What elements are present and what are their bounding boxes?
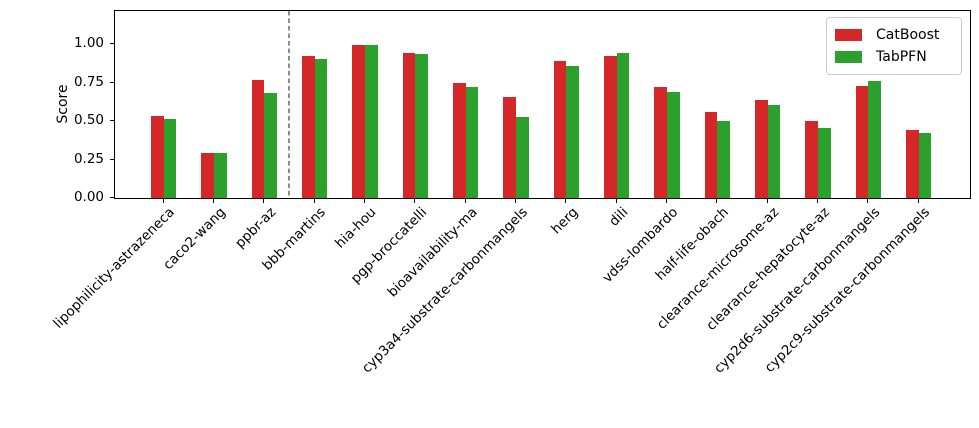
bar-tabpfn-caco2-wang	[213, 153, 227, 198]
tabpfn-swatch	[835, 51, 862, 63]
x-tick-mark	[917, 199, 919, 203]
y-tick-label: 0.00	[73, 189, 104, 205]
bar-tabpfn-ppbr-az	[264, 93, 277, 198]
x-tick-mark	[464, 199, 466, 203]
x-tick-label-bioavailability-ma: bioavailability-ma	[384, 204, 481, 301]
bar-catboost-clearance-microsome-az	[755, 100, 768, 198]
group-separator-line	[288, 11, 291, 198]
bar-catboost-caco2-wang	[201, 153, 214, 198]
bar-catboost-dili	[604, 56, 617, 198]
bar-catboost-bbb-martins	[302, 56, 315, 198]
x-tick-label-dili: dili	[605, 204, 632, 230]
x-tick-mark	[666, 199, 667, 203]
bar-catboost-hia-hou	[352, 45, 365, 198]
x-tick-mark	[363, 199, 365, 203]
x-tick-mark	[263, 199, 265, 203]
y-tick-label: 0.75	[73, 73, 104, 90]
x-tick-mark	[766, 199, 768, 203]
bar-catboost-vdss-lombardo	[654, 87, 667, 198]
bar-catboost-cyp3a4-substrate-carbonmangels	[503, 97, 516, 198]
bar-tabpfn-herg	[566, 66, 579, 198]
x-tick-mark	[313, 199, 315, 203]
bar-catboost-lipophilicity-astrazeneca	[151, 116, 164, 198]
bar-catboost-ppbr-az	[251, 80, 265, 198]
catboost-swatch	[835, 29, 862, 41]
legend-label-tabpfn: TabPFN	[876, 49, 927, 65]
bar-catboost-cyp2c9-substrate-carbonmangels	[906, 130, 919, 198]
y-tick-mark	[110, 81, 114, 83]
bar-tabpfn-clearance-microsome-az	[767, 105, 781, 198]
legend-item-catboost: CatBoost	[835, 24, 953, 46]
y-tick-mark	[110, 120, 114, 122]
bar-tabpfn-cyp2d6-substrate-carbonmangels	[868, 81, 881, 198]
bar-tabpfn-clearance-hepatocyte-az	[818, 128, 831, 198]
bar-tabpfn-bioavailability-ma	[465, 87, 479, 198]
bar-tabpfn-vdss-lombardo	[667, 92, 680, 198]
bar-catboost-bioavailability-ma	[453, 83, 466, 198]
x-tick-label-lipophilicity-astrazeneca: lipophilicity-astrazeneca	[50, 204, 179, 332]
bar-tabpfn-hia-hou	[364, 45, 378, 198]
x-tick-mark	[867, 199, 869, 203]
bar-catboost-pgp-broccatelli	[402, 53, 416, 198]
x-tick-mark	[212, 199, 214, 203]
bar-catboost-half-life-obach	[704, 112, 718, 198]
x-tick-label-herg: herg	[547, 204, 581, 238]
bar-tabpfn-half-life-obach	[717, 121, 730, 198]
bar-catboost-cyp2d6-substrate-carbonmangels	[855, 86, 869, 198]
y-tick-label: 0.25	[73, 150, 104, 167]
y-tick-mark	[110, 197, 114, 198]
x-tick-mark	[162, 199, 164, 203]
y-tick-label: 1.00	[73, 35, 104, 52]
x-tick-mark	[716, 199, 718, 203]
legend-label-catboost: CatBoost	[876, 27, 940, 43]
x-tick-label-hia-hou: hia-hou	[332, 204, 380, 252]
bar-tabpfn-cyp2c9-substrate-carbonmangels	[918, 133, 932, 198]
y-tick-mark	[110, 43, 114, 45]
bar-catboost-herg	[553, 61, 567, 198]
bar-tabpfn-pgp-broccatelli	[415, 54, 428, 198]
bar-tabpfn-lipophilicity-astrazeneca	[163, 119, 177, 198]
x-tick-mark	[817, 199, 819, 203]
y-tick-mark	[110, 158, 114, 160]
x-tick-mark	[615, 199, 617, 203]
bar-tabpfn-cyp3a4-substrate-carbonmangels	[515, 117, 529, 198]
legend-item-tabpfn: TabPFN	[835, 46, 953, 68]
x-tick-label-ppbr-az: ppbr-az	[231, 204, 279, 252]
bar-catboost-clearance-hepatocyte-az	[805, 121, 818, 198]
legend: CatBoost TabPFN	[826, 17, 962, 75]
bar-tabpfn-dili	[616, 53, 630, 198]
bar-tabpfn-bbb-martins	[314, 59, 328, 198]
x-tick-mark	[565, 199, 567, 203]
x-tick-mark	[514, 199, 516, 203]
y-tick-label: 0.50	[73, 112, 104, 129]
x-tick-mark	[414, 199, 416, 203]
